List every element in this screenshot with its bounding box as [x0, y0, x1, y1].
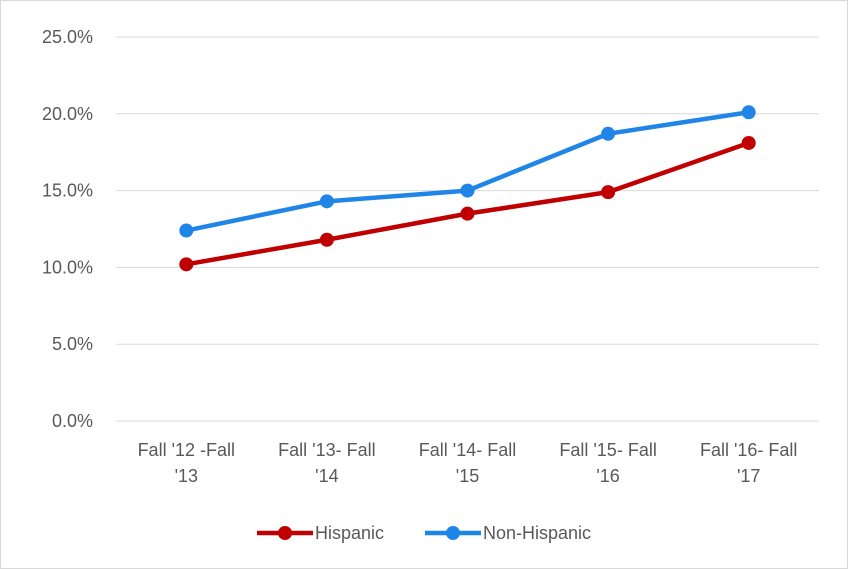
legend-marker-non-hispanic	[446, 526, 460, 540]
legend-label-hispanic: Hispanic	[315, 523, 384, 543]
data-point-non-hispanic	[601, 126, 616, 141]
y-tick-label: 15.0%	[42, 181, 93, 201]
series-non-hispanic	[179, 105, 756, 238]
legend-label-non-hispanic: Non-Hispanic	[483, 523, 591, 543]
x-tick-label: Fall '15- Fall '16	[559, 440, 656, 486]
x-tick-label: Fall '14- Fall '15	[419, 440, 516, 486]
y-tick-label: 0.0%	[52, 411, 93, 431]
y-tick-label: 10.0%	[42, 257, 93, 277]
data-point-non-hispanic	[460, 183, 475, 198]
data-point-hispanic	[460, 206, 475, 221]
x-tick-label: Fall '16- Fall '17	[700, 440, 797, 486]
data-point-hispanic	[741, 135, 756, 150]
x-tick-label: Fall '13- Fall '14	[278, 440, 375, 486]
gridlines	[116, 36, 819, 422]
y-tick-label: 25.0%	[42, 27, 93, 47]
data-point-non-hispanic	[319, 194, 334, 209]
legend-item-non-hispanic: Non-Hispanic	[425, 523, 591, 543]
data-point-non-hispanic	[179, 223, 194, 238]
series-hispanic	[179, 135, 756, 272]
y-tick-label: 5.0%	[52, 334, 93, 354]
data-point-non-hispanic	[741, 105, 756, 120]
legend: Hispanic Non-Hispanic	[257, 523, 591, 543]
legend-item-hispanic: Hispanic	[257, 523, 384, 543]
series-group	[179, 105, 756, 272]
data-point-hispanic	[601, 185, 616, 200]
series-line-hispanic	[184, 140, 751, 267]
x-axis-tick-labels: Fall '12 -Fall '13 Fall '13- Fall '14 Fall '…	[138, 440, 798, 486]
y-tick-label: 20.0%	[42, 104, 93, 124]
data-point-hispanic	[179, 257, 194, 272]
y-axis-tick-labels: 0.0% 5.0% 10.0% 15.0% 20.0% 25.0%	[42, 27, 93, 431]
legend-marker-hispanic	[278, 526, 292, 540]
data-point-hispanic	[319, 232, 334, 247]
x-tick-label: Fall '12 -Fall '13	[138, 440, 235, 486]
